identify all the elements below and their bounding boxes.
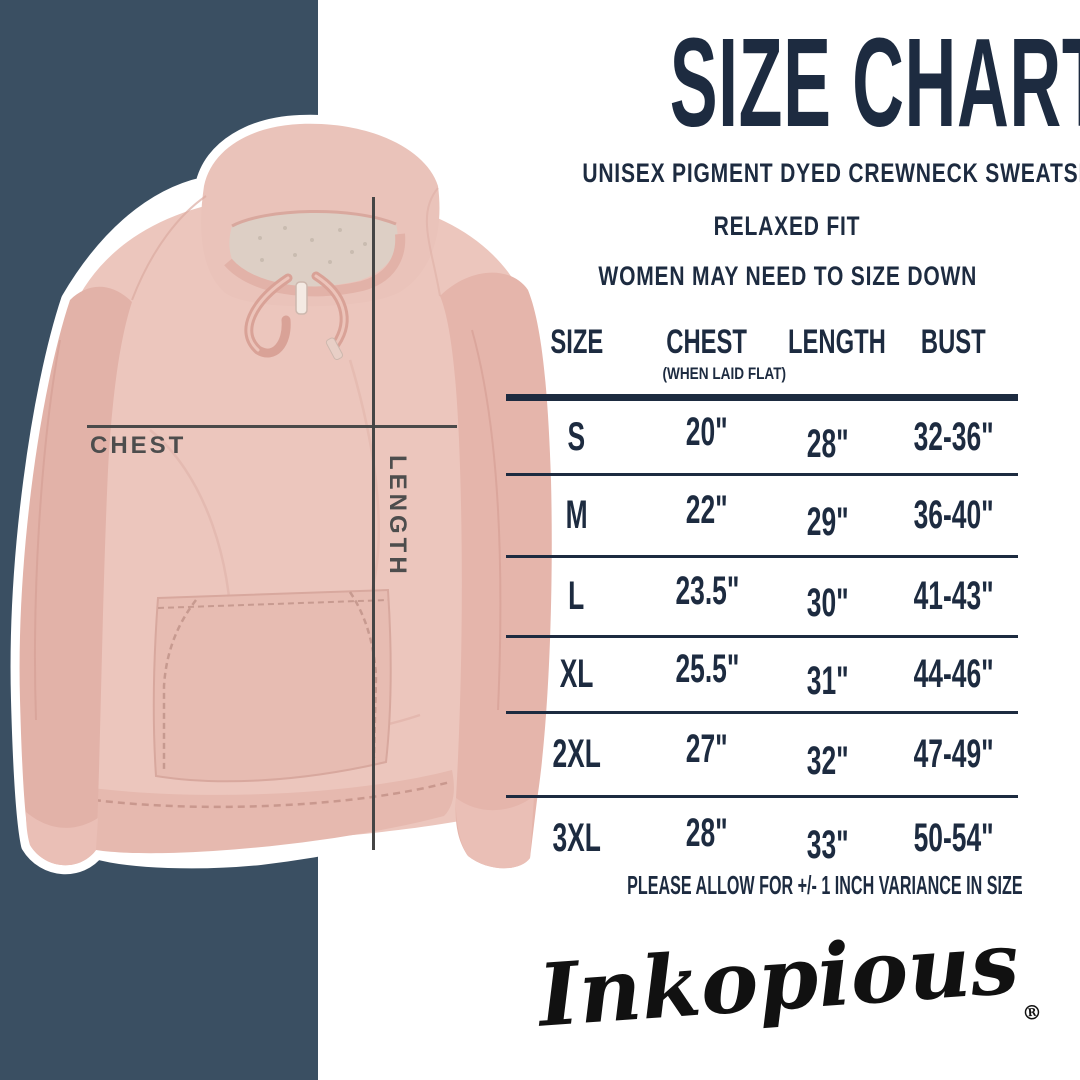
hoodie-right-sleeve	[440, 272, 552, 869]
column-header-length: LENGTH	[787, 323, 886, 361]
cell-size: 3XL	[552, 815, 601, 860]
table-row: 2XL 27" 32" 47-49"	[506, 714, 1018, 798]
cell-length: 33"	[807, 822, 849, 867]
cell-chest: 27"	[686, 727, 728, 771]
cell-size: L	[568, 574, 585, 618]
subtitle-fit: RELAXED FIT	[714, 211, 861, 241]
cell-chest: 23.5"	[675, 569, 739, 613]
table-row: L 23.5" 30" 41-43"	[506, 558, 1018, 638]
hoodie-left-cuff	[26, 812, 98, 866]
hoodie-hem	[90, 770, 454, 854]
length-measure-label: LENGTH	[384, 455, 411, 578]
size-table: SIZE CHEST LENGTH BUST (WHEN LAID FLAT) …	[506, 320, 1018, 878]
chest-measure-line	[87, 425, 457, 428]
cell-size: M	[565, 493, 588, 537]
hoodie-pocket	[152, 588, 392, 783]
cell-size: S	[567, 414, 586, 459]
cell-bust: 44-46"	[913, 652, 994, 696]
cell-bust: 36-40"	[913, 493, 994, 537]
registered-trademark-symbol: ®	[1021, 999, 1043, 1026]
hoodie-right-cuff	[455, 796, 534, 869]
cell-bust: 47-49"	[913, 732, 994, 776]
hood-lining	[229, 211, 398, 288]
subtitle-sizing-advice: WOMEN MAY NEED TO SIZE DOWN	[598, 261, 977, 291]
table-row: S 20" 28" 32-36"	[506, 401, 1018, 476]
size-table-header: SIZE CHEST LENGTH BUST (WHEN LAID FLAT)	[506, 320, 1018, 392]
cell-chest: 28"	[686, 810, 728, 855]
cell-chest: 25.5"	[675, 647, 739, 691]
brand-logo: Inkopious®	[535, 908, 1042, 1080]
drawstring-aglet	[295, 281, 308, 315]
cell-bust: 50-54"	[913, 815, 994, 860]
size-table-body: S 20" 28" 32-36" M 22" 29" 36-40" L 23.5…	[506, 401, 1018, 878]
cell-length: 32"	[807, 739, 849, 783]
brand-name: Inkopious	[535, 912, 1022, 1047]
length-measure-line	[372, 197, 375, 850]
cell-length: 30"	[807, 581, 849, 625]
table-header-rule	[506, 394, 1018, 401]
table-row: XL 25.5" 31" 44-46"	[506, 638, 1018, 714]
column-header-chest: CHEST	[666, 323, 748, 361]
cell-length: 28"	[807, 421, 849, 466]
cell-length: 29"	[807, 500, 849, 544]
table-row: 3XL 28" 33" 50-54"	[506, 798, 1018, 878]
chest-column-note: (WHEN LAID FLAT)	[662, 364, 787, 383]
hoodie-cutout	[10, 114, 561, 878]
variance-note: PLEASE ALLOW FOR +/- 1 INCH VARIANCE IN …	[627, 870, 1023, 900]
subtitle-product: UNISEX PIGMENT DYED CREWNECK SWEATSHIRT	[582, 158, 1080, 188]
cell-bust: 32-36"	[913, 414, 994, 459]
cell-chest: 22"	[686, 488, 728, 532]
cell-length: 31"	[807, 659, 849, 703]
cell-bust: 41-43"	[913, 574, 994, 618]
table-row: M 22" 29" 36-40"	[506, 476, 1018, 558]
column-header-bust: BUST	[921, 323, 986, 361]
chest-measure-label: CHEST	[90, 432, 187, 459]
column-header-size: SIZE	[550, 323, 603, 361]
cell-size: XL	[559, 652, 594, 696]
page-title: SIZE CHART	[669, 12, 1080, 153]
hoodie-image	[10, 114, 561, 878]
cell-size: 2XL	[552, 732, 601, 776]
cell-chest: 20"	[686, 409, 728, 454]
